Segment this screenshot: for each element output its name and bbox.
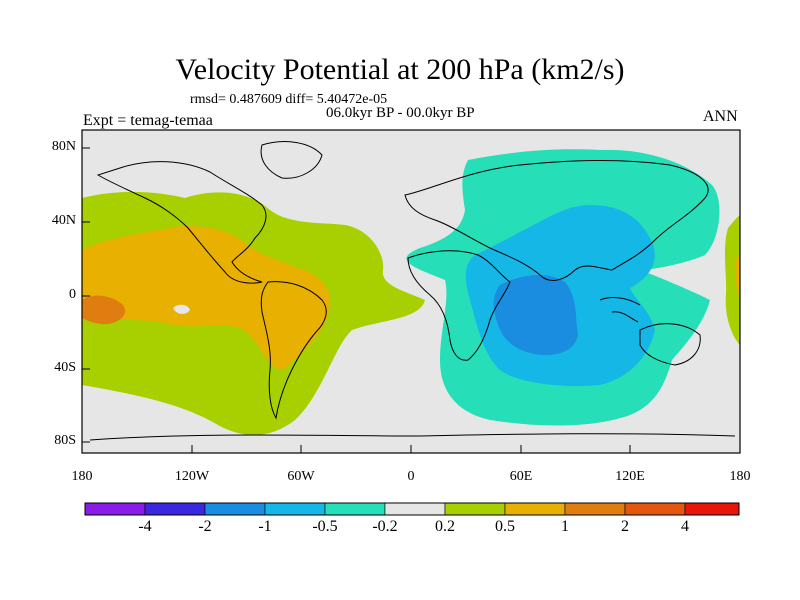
colorbar-label: 4 <box>681 518 689 535</box>
colorbar-label: -1 <box>258 518 272 535</box>
colorbar-swatch <box>144 502 206 516</box>
lat-label-40n: 40N <box>51 213 76 228</box>
lat-label-40s: 40S <box>54 360 76 375</box>
colorbar-label: -2 <box>198 518 212 535</box>
colorbar-label: 2 <box>621 518 629 535</box>
lon-label-180e: 180 <box>729 469 751 484</box>
colorbar-label: -0.5 <box>312 518 338 535</box>
lon-label-0: 0 <box>407 469 415 484</box>
colorbar-swatch <box>504 502 566 516</box>
season-label: ANN <box>703 108 738 125</box>
colorbar-swatch <box>564 502 626 516</box>
africa-coast <box>407 250 511 361</box>
colorbar-label: 1 <box>561 518 569 535</box>
south-america-coast <box>260 281 327 420</box>
axis-ticks <box>81 147 741 453</box>
negative-anomaly-peak <box>493 274 578 356</box>
rmsd-diff-stats: rmsd= 0.487609 diff= 5.40472e-05 <box>190 92 388 107</box>
colorbar <box>84 502 740 516</box>
time-period-label: 06.0kyr BP - 00.0kyr BP <box>326 105 475 121</box>
north-america-coast <box>96 161 267 284</box>
maritime-continent-coast <box>599 297 641 323</box>
colorbar-swatch <box>624 502 686 516</box>
lat-label-eq: 0 <box>69 287 76 302</box>
antarctica-coast <box>89 433 736 441</box>
lat-label-80s: 80S <box>54 433 76 448</box>
colorbar-frame <box>84 502 740 516</box>
lon-label-120w: 120W <box>174 469 210 484</box>
colorbar-swatch <box>264 502 326 516</box>
positive-anomaly-core <box>734 255 740 300</box>
colorbar-swatch <box>444 502 506 516</box>
colorbar-swatch <box>684 502 740 516</box>
colorbar-swatch <box>204 502 266 516</box>
colorbar-label: -4 <box>138 518 152 535</box>
experiment-label: Expt = temag-temaa <box>83 112 213 129</box>
zero-contour-pocket <box>173 304 190 314</box>
colorbar-swatch <box>384 502 446 516</box>
positive-anomaly-peak <box>82 295 126 325</box>
greenland-coast <box>260 141 323 179</box>
lat-label-80n: 80N <box>51 139 76 154</box>
lon-label-60e: 60E <box>509 469 533 484</box>
colorbar-label: 0.2 <box>435 518 455 535</box>
positive-anomaly-core <box>82 225 331 369</box>
colorbar-swatch <box>84 502 146 516</box>
colorbar-label: -0.2 <box>372 518 398 535</box>
lon-label-180w: 180 <box>71 469 93 484</box>
colorbar-swatch <box>324 502 386 516</box>
plot-title: Velocity Potential at 200 hPa (km2/s) <box>175 53 625 86</box>
lon-label-60w: 60W <box>287 469 315 484</box>
australia-coast <box>639 323 701 366</box>
positive-anomaly-west <box>724 215 740 345</box>
coastlines <box>89 141 736 441</box>
eurasia-coast <box>404 159 709 281</box>
colorbar-label: 0.5 <box>495 518 515 535</box>
lon-label-120e: 120E <box>615 469 645 484</box>
